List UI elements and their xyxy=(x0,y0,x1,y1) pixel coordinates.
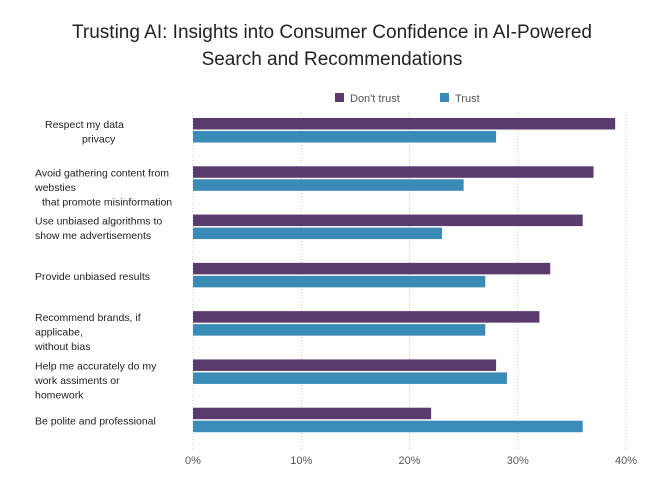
legend-label: Trust xyxy=(455,93,480,105)
bar-trust xyxy=(193,372,507,384)
legend-label: Don't trust xyxy=(350,93,400,105)
bar-trust xyxy=(193,179,464,191)
bar-dont-trust xyxy=(193,262,551,275)
category-label: show me advertisements xyxy=(35,230,151,242)
bar-dont-trust xyxy=(193,311,540,323)
category-label: Respect my data xyxy=(45,119,124,131)
bar-dont-trust xyxy=(193,407,432,420)
bar-trust xyxy=(193,131,497,143)
category-label: that promote misinformation xyxy=(42,196,172,208)
category-label: privacy xyxy=(82,134,116,146)
category-label: homework xyxy=(35,389,84,401)
category-label: work assiments or xyxy=(34,375,120,387)
category-label: websties xyxy=(34,182,76,194)
bar-trust xyxy=(193,227,442,240)
x-tick-label: 0% xyxy=(185,455,201,467)
category-label: Avoid gathering content from xyxy=(35,167,169,179)
category-label: Provide unbiased results xyxy=(35,271,150,283)
category-label: Help me accurately do my xyxy=(35,360,157,372)
bar-dont-trust xyxy=(193,166,594,178)
bar-dont-trust xyxy=(193,359,497,371)
category-label: Recommend brands, if xyxy=(35,312,141,324)
x-tick-label: 10% xyxy=(290,455,312,467)
legend-swatch xyxy=(335,93,344,102)
chart-title-line: Search and Recommendations xyxy=(202,49,463,70)
bar-trust xyxy=(193,420,583,433)
category-label: Use unbiased algorithms to xyxy=(35,216,162,228)
category-label: without bias xyxy=(34,341,90,353)
category-label: Be polite and professional xyxy=(35,416,156,428)
x-tick-label: 30% xyxy=(507,455,529,467)
legend-swatch xyxy=(440,93,449,102)
x-tick-label: 40% xyxy=(615,455,637,467)
bar-dont-trust xyxy=(193,118,616,130)
bar-dont-trust xyxy=(193,214,583,227)
category-label: applicabe, xyxy=(35,327,83,339)
bar-trust xyxy=(193,324,486,336)
chart-title-line: Trusting AI: Insights into Consumer Conf… xyxy=(72,22,592,43)
x-tick-label: 20% xyxy=(398,455,420,467)
bar-trust xyxy=(193,275,486,288)
